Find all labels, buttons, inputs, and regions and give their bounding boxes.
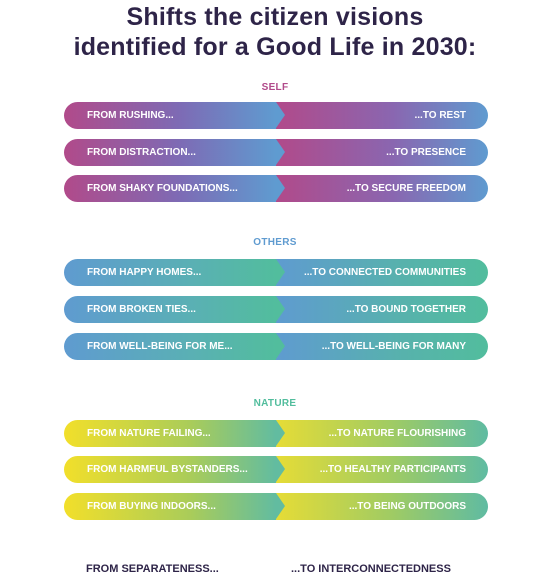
arrow-icon xyxy=(276,296,285,322)
shift-to: ...TO HEALTHY PARTICIPANTS xyxy=(319,464,466,475)
shift-from: FROM RUSHING... xyxy=(87,110,174,121)
shift-from: FROM HARMFUL BYSTANDERS... xyxy=(87,464,248,475)
arrow-icon xyxy=(276,420,285,446)
shift-to: ...TO CONNECTED COMMUNITIES xyxy=(303,267,466,278)
shift-to: ...TO PRESENCE xyxy=(386,147,466,158)
shift-to: ...TO REST xyxy=(414,110,467,121)
shift-from: FROM WELL-BEING FOR ME... xyxy=(87,341,233,352)
arrow-icon xyxy=(276,259,285,285)
shift-row-others-2: FROM BROKEN TIES... ...TO BOUND TOGETHER xyxy=(64,296,488,323)
summary-from: FROM SEPARATENESS... xyxy=(86,563,219,575)
arrow-icon xyxy=(276,493,285,519)
shift-row-nature-1: FROM NATURE FAILING... ...TO NATURE FLOU… xyxy=(64,420,488,447)
arrow-icon xyxy=(276,139,285,165)
shift-to: ...TO BOUND TOGETHER xyxy=(346,304,466,315)
title-line-2: identified for a Good Life in 2030: xyxy=(73,33,477,61)
page-title: Shifts the citizen visions identified fo… xyxy=(0,2,550,62)
shift-row-nature-2: FROM HARMFUL BYSTANDERS... ...TO HEALTHY… xyxy=(64,456,488,483)
shift-to: ...TO BEING OUTDOORS xyxy=(348,501,466,512)
shift-row-self-2: FROM DISTRACTION... ...TO PRESENCE xyxy=(64,139,488,166)
section-label-self: SELF xyxy=(261,82,289,93)
shift-to: ...TO NATURE FLOURISHING xyxy=(328,428,466,439)
arrow-icon xyxy=(276,333,285,359)
shift-row-self-3: FROM SHAKY FOUNDATIONS... ...TO SECURE F… xyxy=(64,175,488,202)
shift-from: FROM NATURE FAILING... xyxy=(87,428,211,439)
summary-shift: FROM SEPARATENESS... ...TO INTERCONNECTE… xyxy=(0,563,550,579)
arrow-icon xyxy=(276,456,285,482)
arrow-icon xyxy=(276,175,285,201)
shift-from: FROM DISTRACTION... xyxy=(87,147,196,158)
shift-row-self-1: FROM RUSHING... ...TO REST xyxy=(64,102,488,129)
section-label-others: OTHERS xyxy=(253,237,297,248)
arrow-icon xyxy=(276,102,285,128)
shift-from: FROM SHAKY FOUNDATIONS... xyxy=(87,183,238,194)
section-label-nature: NATURE xyxy=(253,398,297,409)
shift-row-others-3: FROM WELL-BEING FOR ME... ...TO WELL-BEI… xyxy=(64,333,488,360)
shift-row-others-1: FROM HAPPY HOMES... ...TO CONNECTED COMM… xyxy=(64,259,488,286)
shift-to: ...TO SECURE FREEDOM xyxy=(346,183,466,194)
shift-to: ...TO WELL-BEING FOR MANY xyxy=(321,341,466,352)
summary-to: ...TO INTERCONNECTEDNESS xyxy=(291,563,451,575)
title-line-1: Shifts the citizen visions xyxy=(126,3,424,31)
shift-from: FROM BROKEN TIES... xyxy=(87,304,196,315)
shift-from: FROM BUYING INDOORS... xyxy=(87,501,216,512)
shift-row-nature-3: FROM BUYING INDOORS... ...TO BEING OUTDO… xyxy=(64,493,488,520)
shift-from: FROM HAPPY HOMES... xyxy=(87,267,202,278)
